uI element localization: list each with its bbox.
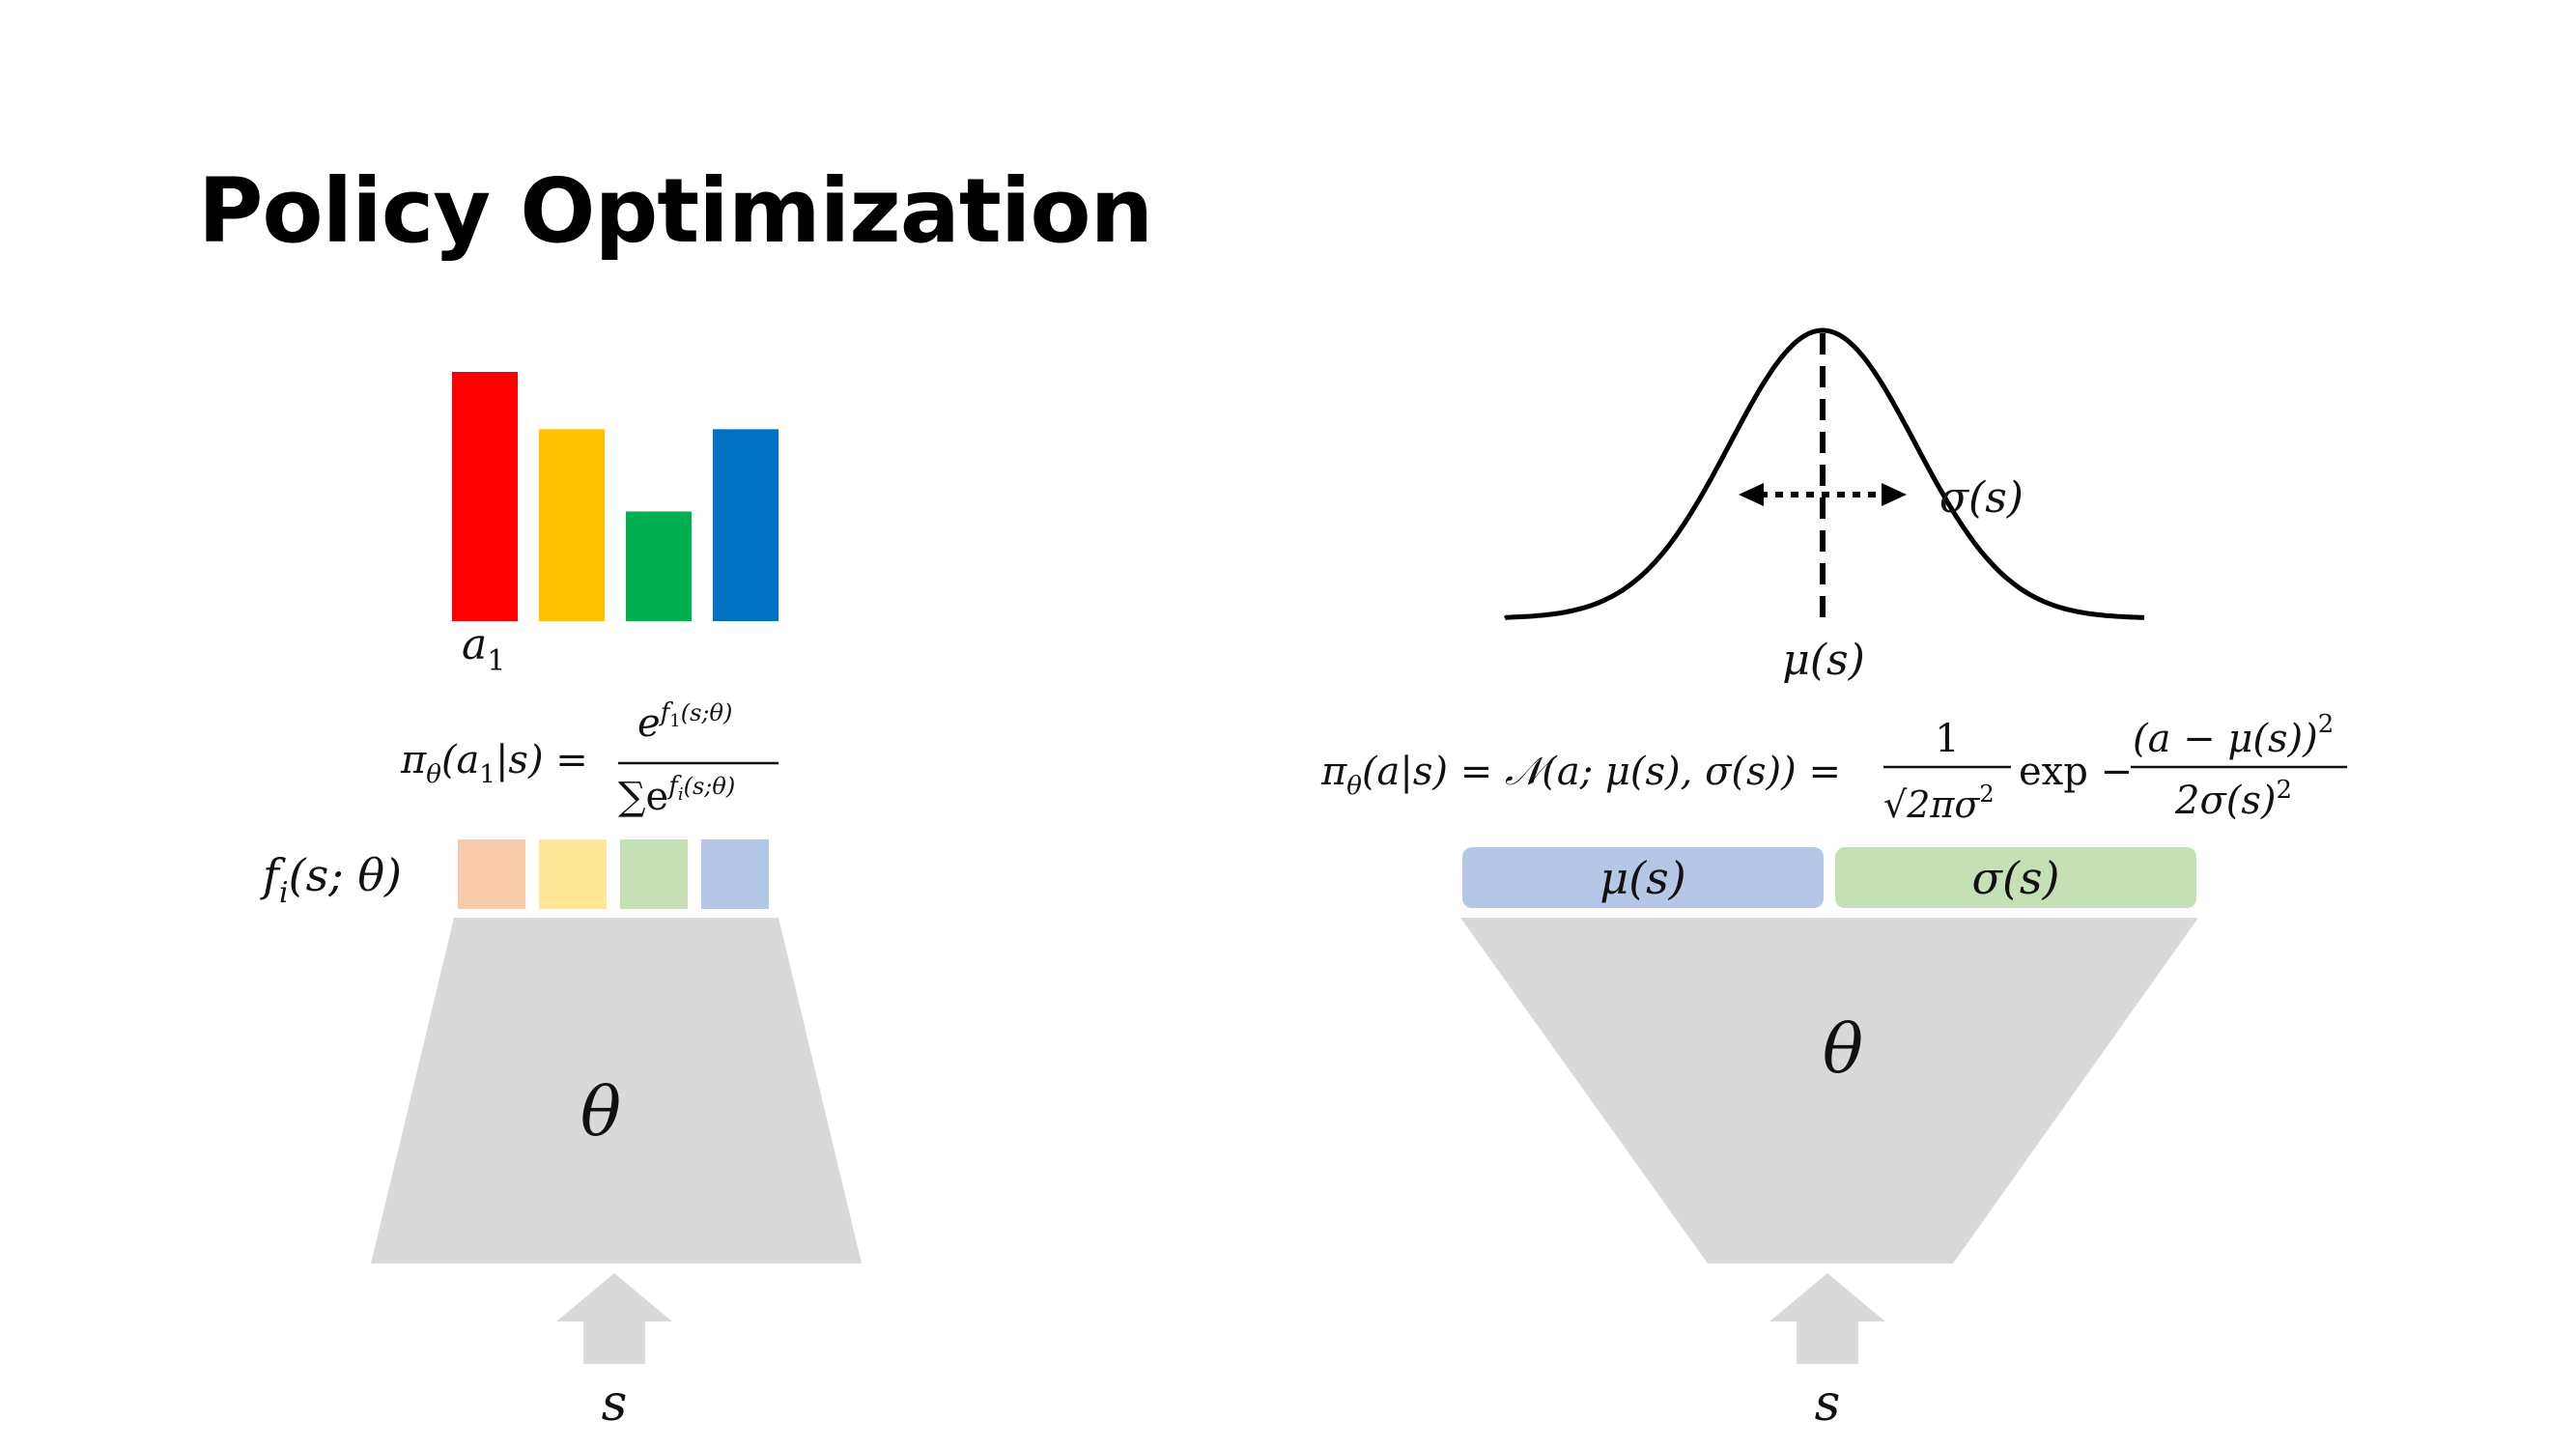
std-arrowhead-left xyxy=(1739,483,1764,506)
continuous-network-trapezoid xyxy=(1460,918,2198,1264)
mu-output-box xyxy=(1462,847,1824,908)
discrete-network-trapezoid xyxy=(371,918,862,1264)
discrete-policy-diagram: a1 πθ(a1|s) = ef1(s;θ) ∑efi(s;θ) fi(s; θ… xyxy=(260,372,862,1433)
logit-box-2 xyxy=(539,839,607,909)
sigma-label: σ(s) xyxy=(1939,473,2024,523)
action-probability-bars xyxy=(452,372,778,621)
logit-box-3 xyxy=(620,839,688,909)
discrete-network-theta: θ xyxy=(580,1072,621,1151)
bar-label-a1: a1 xyxy=(462,620,505,678)
action-bar-1 xyxy=(452,372,518,621)
action-bar-2 xyxy=(539,429,605,621)
softmax-denominator: ∑efi(s;θ) xyxy=(618,772,735,819)
exp-text: exp − xyxy=(2019,750,2133,794)
discrete-input-s: s xyxy=(602,1375,628,1433)
softmax-lhs: πθ(a1|s) = xyxy=(400,738,588,789)
softmax-formula: πθ(a1|s) = ef1(s;θ) ∑efi(s;θ) xyxy=(400,698,778,819)
logit-label: fi(s; θ) xyxy=(260,849,402,910)
sigma-output-box xyxy=(1835,847,2196,908)
action-bar-4 xyxy=(713,429,778,621)
logit-box-4 xyxy=(701,839,769,909)
gaussian-formula-lhs: πθ(a|s) = 𝒩(a; μ(s), σ(s)) = xyxy=(1320,750,1841,801)
mu-label: μ(s) xyxy=(1782,636,1865,685)
gaussian-formula: πθ(a|s) = 𝒩(a; μ(s), σ(s)) = 1 √2πσ2 exp… xyxy=(1320,710,2347,826)
mu-box-label: μ(s) xyxy=(1599,852,1685,904)
frac2-numerator: (a − μ(s))2 xyxy=(2133,710,2334,761)
softmax-numerator: ef1(s;θ) xyxy=(637,698,732,746)
frac2-denominator: 2σ(s)2 xyxy=(2174,776,2292,823)
action-bar-3 xyxy=(626,511,692,621)
continuous-policy-diagram: σ(s) μ(s) πθ(a|s) = 𝒩(a; μ(s), σ(s)) = 1… xyxy=(1320,327,2347,1433)
sigma-box-label: σ(s) xyxy=(1972,852,2060,904)
logit-box-1 xyxy=(458,839,525,909)
discrete-input-arrow xyxy=(556,1273,672,1364)
continuous-input-arrow xyxy=(1769,1273,1885,1364)
logit-boxes xyxy=(458,839,769,909)
frac1-numerator: 1 xyxy=(1935,717,1959,761)
continuous-input-s: s xyxy=(1815,1375,1841,1433)
gaussian-curve xyxy=(1503,327,2145,621)
slide-title: Policy Optimization xyxy=(198,159,1153,263)
continuous-network-theta: θ xyxy=(1823,1009,1863,1089)
std-arrowhead-right xyxy=(1882,483,1907,506)
frac1-denominator: √2πσ2 xyxy=(1883,781,1995,826)
